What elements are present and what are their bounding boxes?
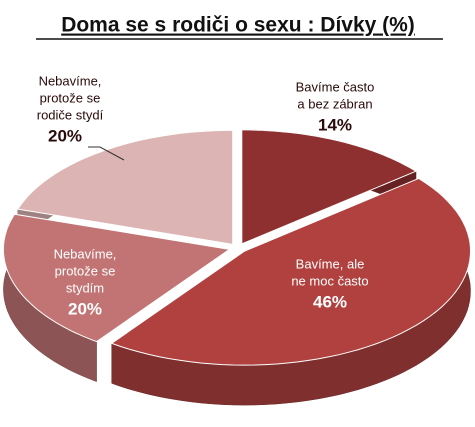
slice-label: stydím	[66, 280, 104, 295]
slice-label: Bavíme, ale	[296, 256, 365, 271]
slice-label: protože se	[55, 263, 116, 278]
value-label: 46%	[313, 292, 347, 311]
value-label: 20%	[48, 126, 82, 145]
slice-label: rodiče stydí	[37, 107, 104, 122]
value-label: 14%	[318, 115, 352, 134]
leader-line	[88, 146, 125, 161]
slice-label: protože se	[40, 90, 101, 105]
slice-label: Bavíme často	[296, 79, 375, 94]
slice-label: ne moc často	[291, 273, 368, 288]
slice-label: Nebavíme,	[39, 73, 102, 88]
slice-label: Nebavíme,	[54, 246, 117, 261]
slice	[16, 129, 234, 245]
chart-title: Doma se s rodiči o sexu : Dívky (%)	[61, 14, 415, 37]
slice	[2, 213, 231, 343]
slice	[110, 177, 472, 366]
value-label: 20%	[68, 299, 102, 318]
slice-label: a bez zábran	[297, 96, 372, 111]
slice	[241, 129, 418, 245]
